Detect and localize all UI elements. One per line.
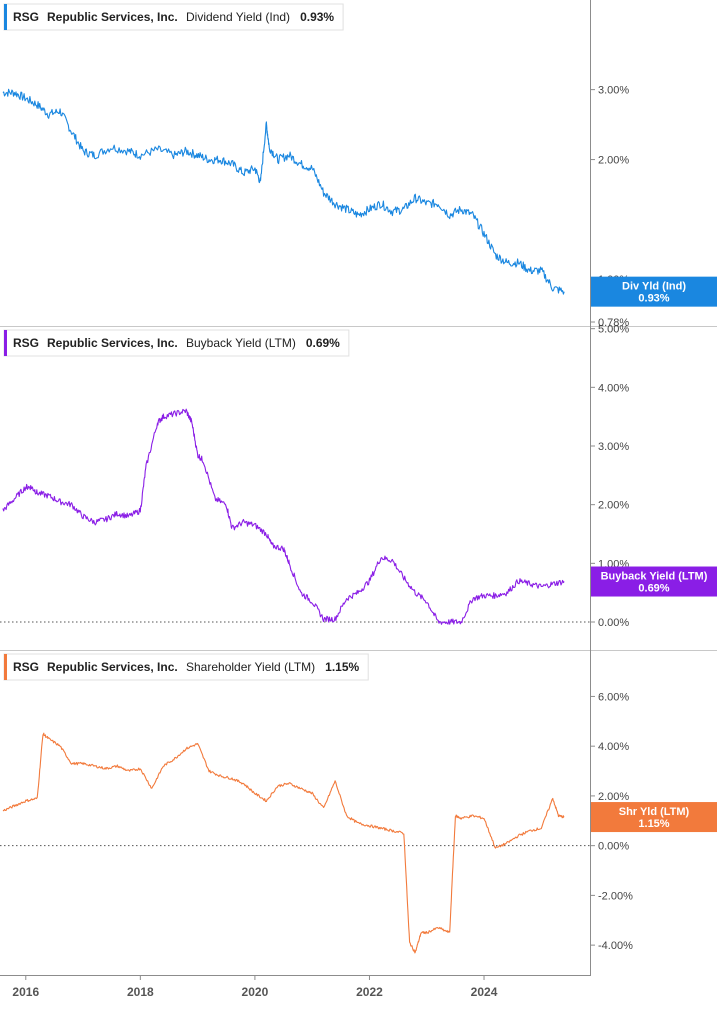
legend-metric: Shareholder Yield (LTM) xyxy=(186,660,315,674)
value-flag-label: Div Yld (Ind) xyxy=(622,281,686,293)
y-tick-label: 4.00% xyxy=(598,382,629,394)
legend-color-swatch xyxy=(4,654,7,680)
x-tick-label: 2022 xyxy=(356,985,383,999)
y-tick-label: 2.00% xyxy=(598,791,629,803)
x-tick-label: 2018 xyxy=(127,985,154,999)
y-tick-label: 3.00% xyxy=(598,441,629,453)
legend-value: 1.15% xyxy=(325,660,359,674)
x-tick-label: 2016 xyxy=(12,985,39,999)
legend-color-swatch xyxy=(4,4,7,30)
value-flag-value: 1.15% xyxy=(638,818,669,830)
legend-box xyxy=(3,653,369,681)
panel-2: 5.00%4.00%3.00%2.00%1.00%0.00%RSG Republi… xyxy=(0,324,717,651)
x-tick-label: 2024 xyxy=(471,985,498,999)
y-tick-label: -4.00% xyxy=(598,940,633,952)
legend-value: 0.69% xyxy=(306,336,340,350)
value-flag-label: Shr Yld (LTM) xyxy=(619,806,690,818)
x-tick-label: 2020 xyxy=(242,985,269,999)
legend-value: 0.93% xyxy=(300,10,334,24)
y-tick-label: 6.00% xyxy=(598,691,629,703)
panel-3: 6.00% 4.00% 2.00% 0.00% -2.00% -4.00% RSG Repub… xyxy=(0,650,717,975)
y-tick-label: 4.00% xyxy=(598,741,629,753)
legend-ticker: RSG xyxy=(13,10,39,24)
y-tick-label: 5.00% xyxy=(598,324,629,336)
legend-box xyxy=(3,329,350,357)
legend-metric: Dividend Yield (Ind) xyxy=(186,10,290,24)
y-tick-label: 2.00% xyxy=(598,155,629,167)
value-flag xyxy=(591,802,717,833)
y-tick-label: 2.00% xyxy=(598,500,629,512)
y-tick-label: 0.00% xyxy=(598,841,629,853)
value-flag xyxy=(591,566,717,597)
value-flag-value: 0.69% xyxy=(638,583,669,595)
legend-company: Republic Services, Inc. xyxy=(47,336,178,350)
y-tick-label: -2.00% xyxy=(598,890,633,902)
series-line xyxy=(2,408,565,625)
series-line xyxy=(2,88,565,295)
series-line xyxy=(2,732,565,954)
legend-company: Republic Services, Inc. xyxy=(47,660,178,674)
y-tick-label: 3.00% xyxy=(598,85,629,97)
x-axis: 2016 2018 2020 2022 2024 xyxy=(0,975,591,999)
y-tick-label: 0.00% xyxy=(598,617,629,629)
value-flag-value: 0.93% xyxy=(638,293,669,305)
legend-color-swatch xyxy=(4,330,7,356)
value-flag xyxy=(591,276,717,307)
legend-ticker: RSG xyxy=(13,660,39,674)
legend-metric: Buyback Yield (LTM) xyxy=(186,336,296,350)
legend-company: Republic Services, Inc. xyxy=(47,10,178,24)
value-flag-label: Buyback Yield (LTM) xyxy=(601,571,708,583)
legend-ticker: RSG xyxy=(13,336,39,350)
y-tick-label: 0.78% xyxy=(598,317,629,329)
